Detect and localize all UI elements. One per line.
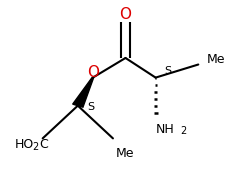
Text: 2: 2	[32, 142, 39, 152]
Text: S: S	[87, 102, 94, 112]
Text: Me: Me	[206, 53, 225, 66]
Text: HO: HO	[15, 138, 34, 151]
Text: C: C	[39, 138, 48, 151]
Text: O: O	[86, 65, 99, 80]
Polygon shape	[72, 77, 93, 107]
Text: O: O	[119, 7, 131, 22]
Text: Me: Me	[115, 147, 134, 160]
Text: S: S	[164, 66, 171, 76]
Text: 2: 2	[180, 126, 186, 136]
Text: NH: NH	[155, 122, 174, 136]
